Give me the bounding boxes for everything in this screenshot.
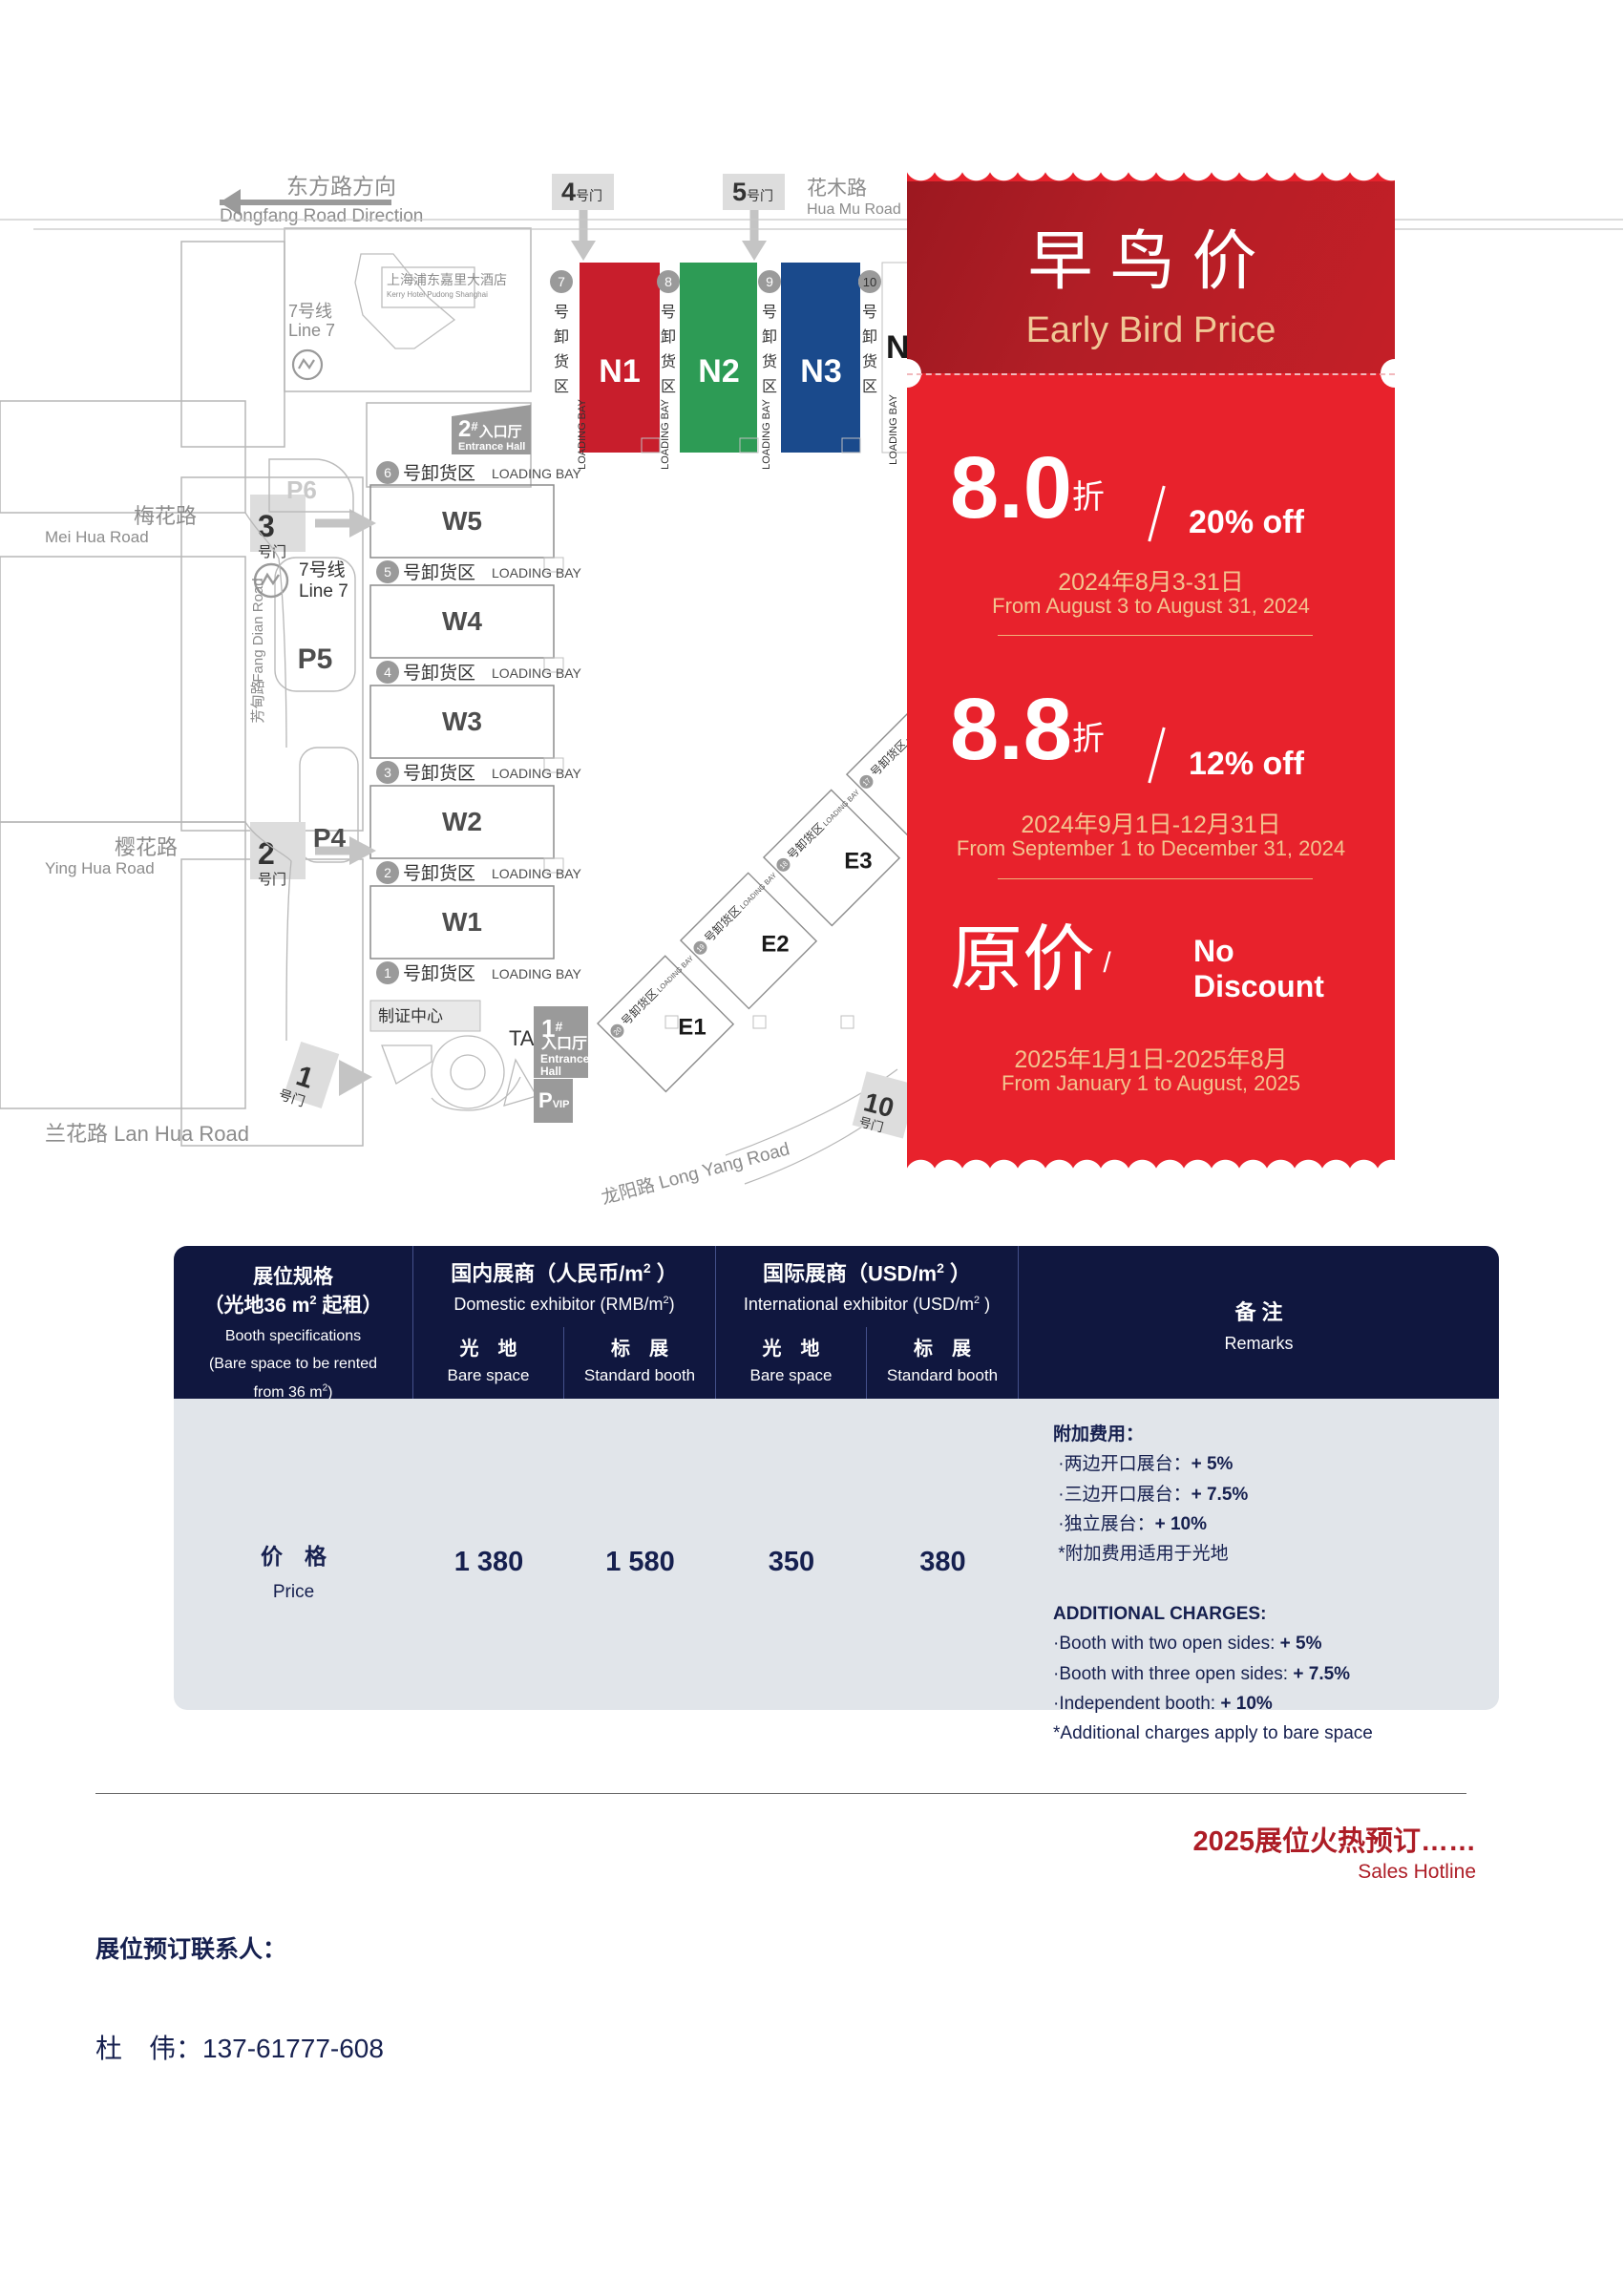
svg-text:5: 5 [384, 564, 391, 580]
svg-text:Line 7: Line 7 [299, 581, 348, 601]
svg-text:P5: P5 [298, 643, 333, 675]
svg-text:Kerry Hotel Pudong Shanghai: Kerry Hotel Pudong Shanghai [387, 290, 488, 299]
svg-text:2: 2 [258, 836, 275, 871]
svg-text:号卸货区: 号卸货区 [403, 863, 475, 884]
svg-text:9: 9 [766, 274, 773, 289]
svg-text:2: 2 [384, 865, 391, 880]
svg-text:号卸货区: 号卸货区 [403, 663, 475, 684]
svg-text:Hall: Hall [540, 1065, 561, 1078]
svg-text:货: 货 [661, 353, 676, 370]
svg-text:卸: 卸 [762, 328, 777, 346]
svg-text:号门: 号门 [258, 872, 286, 888]
svg-text:1: 1 [384, 965, 391, 981]
svg-text:3: 3 [258, 509, 275, 543]
svg-text:区: 区 [554, 379, 569, 395]
svg-text:号卸货区: 号卸货区 [403, 763, 475, 784]
svg-text:区: 区 [762, 379, 777, 395]
svg-text:Mei Hua Road: Mei Hua Road [45, 528, 149, 546]
svg-text:6: 6 [384, 465, 391, 480]
svg-text:LOADING BAY: LOADING BAY [492, 665, 582, 681]
svg-text:号: 号 [762, 304, 777, 321]
svg-text:N3: N3 [800, 353, 841, 390]
svg-text:号卸货区: 号卸货区 [784, 820, 827, 863]
svg-text:3: 3 [384, 765, 391, 780]
svg-text:N1: N1 [599, 353, 640, 390]
svg-text:E3: E3 [844, 848, 872, 874]
svg-text:LOADING BAY: LOADING BAY [660, 398, 671, 469]
svg-text:号: 号 [661, 304, 676, 321]
svg-text:号卸货区: 号卸货区 [618, 986, 661, 1029]
svg-text:号卸货区: 号卸货区 [403, 463, 475, 484]
svg-text:号卸货区: 号卸货区 [403, 562, 475, 583]
svg-text:制证中心: 制证中心 [378, 1007, 443, 1025]
svg-text:Ying Hua Road: Ying Hua Road [45, 859, 155, 877]
svg-text:花木路: 花木路 [807, 178, 867, 200]
svg-text:E1: E1 [678, 1014, 706, 1040]
svg-text:樱花路: 樱花路 [115, 835, 178, 859]
svg-text:LOADING BAY: LOADING BAY [492, 966, 582, 981]
svg-text:Dongfang Road Direction: Dongfang Road Direction [220, 206, 423, 226]
svg-text:上海浦东嘉里大酒店: 上海浦东嘉里大酒店 [387, 272, 507, 287]
svg-text:兰花路 Lan Hua Road: 兰花路 Lan Hua Road [45, 1122, 249, 1146]
svg-text:N2: N2 [698, 353, 739, 390]
svg-text:LOADING BAY: LOADING BAY [492, 466, 582, 481]
svg-text:东方路方向: 东方路方向 [286, 174, 396, 199]
svg-text:LOADING BAY: LOADING BAY [492, 565, 582, 580]
svg-text:4: 4 [384, 664, 391, 680]
svg-text:Entrance Hall: Entrance Hall [458, 441, 525, 453]
svg-text:货: 货 [862, 353, 877, 370]
svg-text:Entrance: Entrance [540, 1052, 590, 1065]
svg-text:W2: W2 [442, 807, 482, 836]
svg-text:区: 区 [661, 379, 676, 395]
svg-text:8: 8 [664, 274, 672, 289]
svg-text:7号线: 7号线 [288, 302, 332, 321]
svg-text:号: 号 [862, 304, 877, 321]
svg-text:芳甸路: 芳甸路 [250, 680, 266, 723]
svg-text:号卸货区: 号卸货区 [403, 963, 475, 984]
svg-text:Line 7: Line 7 [288, 321, 335, 340]
svg-text:10: 10 [863, 275, 876, 289]
svg-text:号门: 号门 [258, 544, 286, 560]
svg-text:LOADING BAY: LOADING BAY [492, 866, 582, 881]
svg-text:号卸货区: 号卸货区 [701, 903, 744, 946]
svg-text:入口厅: 入口厅 [541, 1035, 587, 1052]
svg-text:P6: P6 [286, 475, 317, 504]
svg-text:卸: 卸 [862, 328, 877, 346]
svg-text:P4: P4 [313, 823, 347, 853]
svg-text:LOADING BAY: LOADING BAY [888, 393, 899, 464]
svg-text:LOADING BAY: LOADING BAY [577, 398, 588, 469]
svg-text:LOADING BAY: LOADING BAY [492, 766, 582, 781]
svg-text:W1: W1 [442, 907, 482, 937]
svg-text:龙阳路 Long Yang Road: 龙阳路 Long Yang Road [599, 1138, 791, 1209]
svg-text:卸: 卸 [661, 328, 676, 346]
svg-text:号: 号 [554, 304, 569, 321]
svg-text:W3: W3 [442, 707, 482, 736]
svg-text:W5: W5 [442, 506, 482, 536]
svg-text:W4: W4 [442, 606, 482, 636]
svg-text:E2: E2 [761, 931, 789, 957]
svg-text:7: 7 [558, 274, 565, 289]
svg-text:号卸货区: 号卸货区 [867, 737, 910, 780]
svg-text:梅花路: 梅花路 [134, 504, 197, 528]
svg-text:卸: 卸 [554, 328, 569, 346]
svg-text:Fang Dian Road: Fang Dian Road [250, 578, 266, 682]
svg-text:区: 区 [862, 379, 877, 395]
svg-text:7号线: 7号线 [299, 559, 346, 580]
svg-text:LOADING BAY: LOADING BAY [761, 398, 772, 469]
svg-text:货: 货 [762, 353, 777, 370]
svg-text:货: 货 [554, 353, 569, 370]
svg-text:Hua Mu Road: Hua Mu Road [807, 201, 901, 218]
